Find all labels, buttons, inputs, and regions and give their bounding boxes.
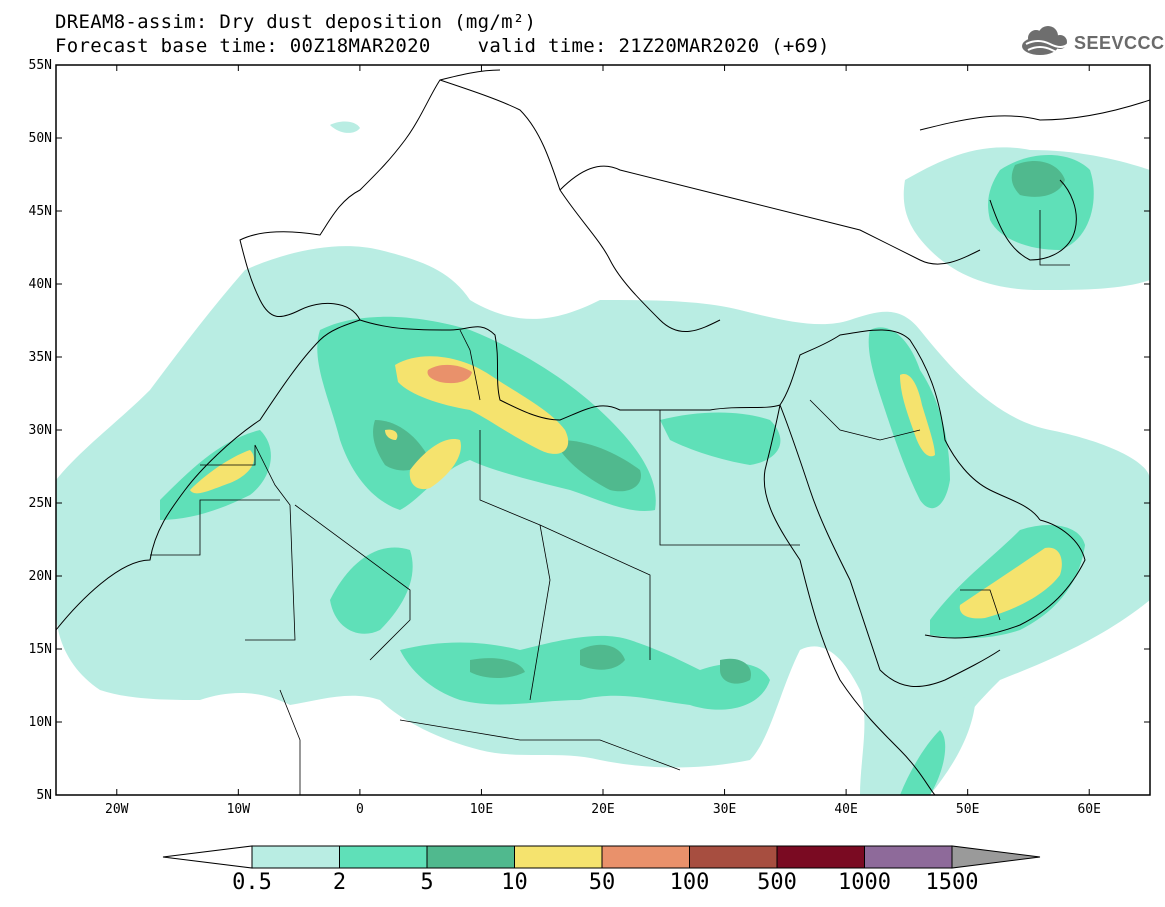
forecast-times: Forecast base time: 00Z18MAR2020 valid t… bbox=[55, 35, 830, 57]
longitude-ticks: 20W 10W 0 10E 20E 30E 40E 50E 60E bbox=[105, 65, 1101, 817]
colorbar-segment bbox=[689, 845, 778, 869]
colorbar-label: 2 bbox=[332, 870, 347, 895]
colorbar-segment bbox=[426, 845, 515, 869]
logo-text: SEEVCCC bbox=[1074, 33, 1165, 53]
dust-level-50 bbox=[427, 364, 472, 384]
lon-label: 20E bbox=[591, 802, 614, 817]
lat-label: 50N bbox=[29, 131, 52, 146]
colorbar-label: 10 bbox=[501, 870, 528, 895]
chart-title: DREAM8-assim: Dry dust deposition (mg/m²… bbox=[55, 11, 537, 33]
seevccc-logo bbox=[1022, 26, 1069, 55]
coastlines-and-borders bbox=[56, 69, 1150, 795]
colorbar-label: 5 bbox=[420, 870, 434, 895]
colorbar-segment bbox=[601, 845, 690, 869]
dust-level-5 bbox=[373, 160, 1065, 684]
lon-label: 50E bbox=[956, 802, 979, 817]
colorbar bbox=[162, 845, 1041, 869]
colorbar-label: 0.5 bbox=[232, 870, 272, 895]
lat-label: 20N bbox=[29, 569, 52, 584]
colorbar-label: 50 bbox=[588, 870, 616, 895]
colorbar-segment bbox=[776, 845, 865, 869]
lat-label: 30N bbox=[29, 423, 52, 438]
lon-label: 20W bbox=[105, 802, 129, 817]
lon-label: 0 bbox=[356, 802, 364, 817]
lat-label: 45N bbox=[29, 204, 52, 219]
lon-label: 10E bbox=[470, 802, 493, 817]
lon-label: 30E bbox=[713, 802, 736, 817]
lon-label: 10W bbox=[227, 802, 251, 817]
lat-label: 5N bbox=[36, 788, 52, 803]
colorbar-segment bbox=[339, 845, 428, 869]
colorbar-segment bbox=[864, 845, 953, 869]
colorbar-under-triangle bbox=[162, 845, 253, 869]
colorbar-label: 1000 bbox=[838, 870, 891, 895]
lat-label: 25N bbox=[29, 496, 52, 511]
colorbar-label: 100 bbox=[669, 870, 710, 895]
lon-label: 40E bbox=[834, 802, 857, 817]
lat-label: 55N bbox=[29, 58, 52, 73]
country-borders bbox=[150, 210, 1070, 795]
lat-label: 10N bbox=[29, 715, 52, 730]
latitude-ticks: 55N 50N 45N 40N 35N 30N 25N 20N 15N 10N 5N bbox=[29, 58, 1150, 803]
lat-label: 35N bbox=[29, 350, 52, 365]
colorbar-label: 500 bbox=[757, 870, 797, 895]
colorbar-segment bbox=[514, 845, 603, 869]
colorbar-over-triangle bbox=[951, 845, 1041, 869]
lon-label: 60E bbox=[1077, 802, 1100, 817]
lat-label: 15N bbox=[29, 642, 52, 657]
lat-label: 40N bbox=[29, 277, 52, 292]
colorbar-segment bbox=[251, 845, 340, 869]
colorbar-label: 1500 bbox=[925, 870, 979, 895]
